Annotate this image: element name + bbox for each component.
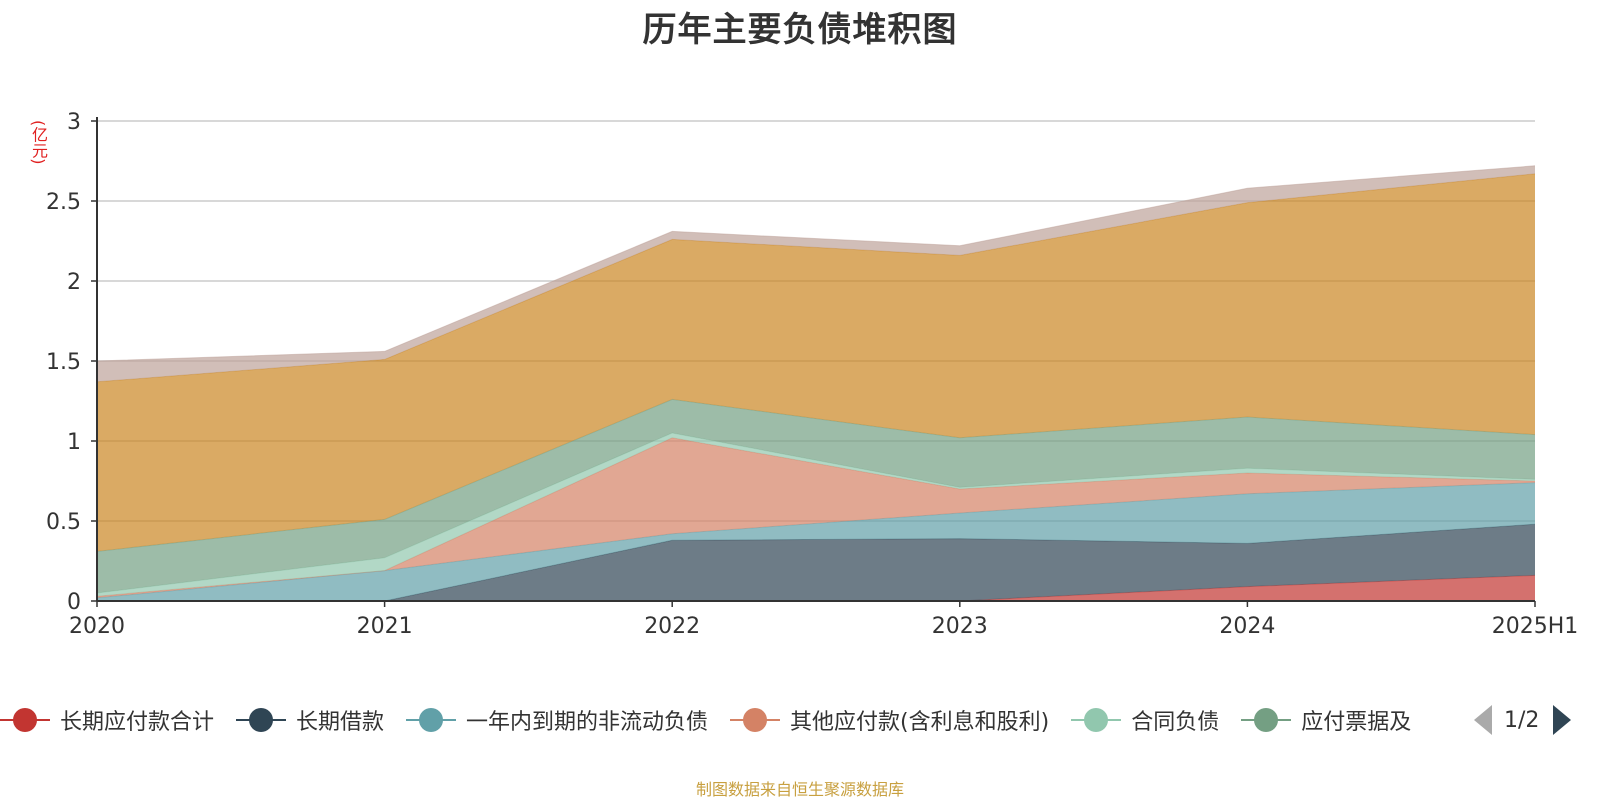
y-tick-label: 0 xyxy=(67,590,81,615)
y-tick-label: 3 xyxy=(67,110,81,135)
legend-next-page-icon[interactable] xyxy=(1553,705,1572,735)
y-tick-label: 1.5 xyxy=(46,350,81,375)
area-series-0 xyxy=(97,575,1535,601)
x-tick-label: 2021 xyxy=(357,614,413,639)
area-series-edge-7 xyxy=(96,165,1536,362)
area-series-edge-4 xyxy=(96,432,1536,594)
x-tick-label: 2020 xyxy=(69,614,125,639)
area-series-1 xyxy=(97,524,1535,601)
legend-item[interactable]: 合同负债 xyxy=(1071,704,1219,736)
legend-label: 长期应付款合计 xyxy=(60,710,215,735)
x-tick-label: 2022 xyxy=(644,614,700,639)
y-tick-label: 0.5 xyxy=(46,510,81,535)
legend-marker-icon xyxy=(1241,708,1292,732)
legend-marker-icon xyxy=(1071,708,1122,732)
area-series-2 xyxy=(97,482,1535,601)
area-series-6 xyxy=(97,173,1535,552)
legend-marker-icon xyxy=(0,708,50,732)
legend-marker-icon xyxy=(236,708,287,732)
legend-item[interactable]: 其他应付款(含利息和股利) xyxy=(730,704,1049,736)
data-source-note: 制图数据来自恒生聚源数据库 xyxy=(695,780,904,799)
area-series-4 xyxy=(97,433,1535,597)
legend-label: 应付票据及 xyxy=(1301,710,1412,735)
legend-marker-icon xyxy=(730,708,781,732)
legend-item[interactable]: 一年内到期的非流动负债 xyxy=(406,704,708,736)
y-tick-label: 2 xyxy=(67,270,81,295)
area-series-5 xyxy=(97,399,1535,593)
legend-page-indicator: 1/2 xyxy=(1504,707,1540,733)
legend-prev-page-icon[interactable] xyxy=(1474,705,1492,735)
legend-item[interactable]: 长期应付款合计 xyxy=(0,704,214,736)
x-tick-label: 2024 xyxy=(1219,614,1275,639)
y-tick-label: 1 xyxy=(67,430,81,455)
legend-items: 长期应付款合计 长期借款 一年内到期的非流动负债 其他应付款(含利息和股利) 合同负债 应… xyxy=(0,700,1470,740)
legend-label: 其他应付款(含利息和股利) xyxy=(790,710,1050,735)
x-tick-label: 2023 xyxy=(932,614,988,639)
legend-label: 长期借款 xyxy=(296,710,385,735)
area-series-7 xyxy=(97,165,1535,382)
legend-label: 合同负债 xyxy=(1131,710,1220,735)
stacked-area-chart: 0 0.5 1 1.5 2 2.5 3 2020 2021 2022 2023 2024 2025H1 xyxy=(46,110,1579,639)
legend-item[interactable]: 长期借款 xyxy=(236,704,384,736)
legend-marker-icon xyxy=(406,708,457,732)
legend-item[interactable]: 应付票据及 xyxy=(1241,704,1411,736)
legend: 长期应付款合计 长期借款 一年内到期的非流动负债 其他应付款(含利息和股利) 合同负债 应… xyxy=(0,700,1600,740)
legend-label: 一年内到期的非流动负债 xyxy=(466,710,709,735)
y-axis-unit-label: (亿元) xyxy=(29,120,48,165)
x-tick-label: 2025H1 xyxy=(1492,614,1579,639)
y-tick-label: 2.5 xyxy=(46,190,81,215)
chart-title: 历年主要负债堆积图 xyxy=(642,10,958,50)
area-series-3 xyxy=(97,437,1535,598)
legend-pager: 1/2 xyxy=(1474,705,1572,735)
